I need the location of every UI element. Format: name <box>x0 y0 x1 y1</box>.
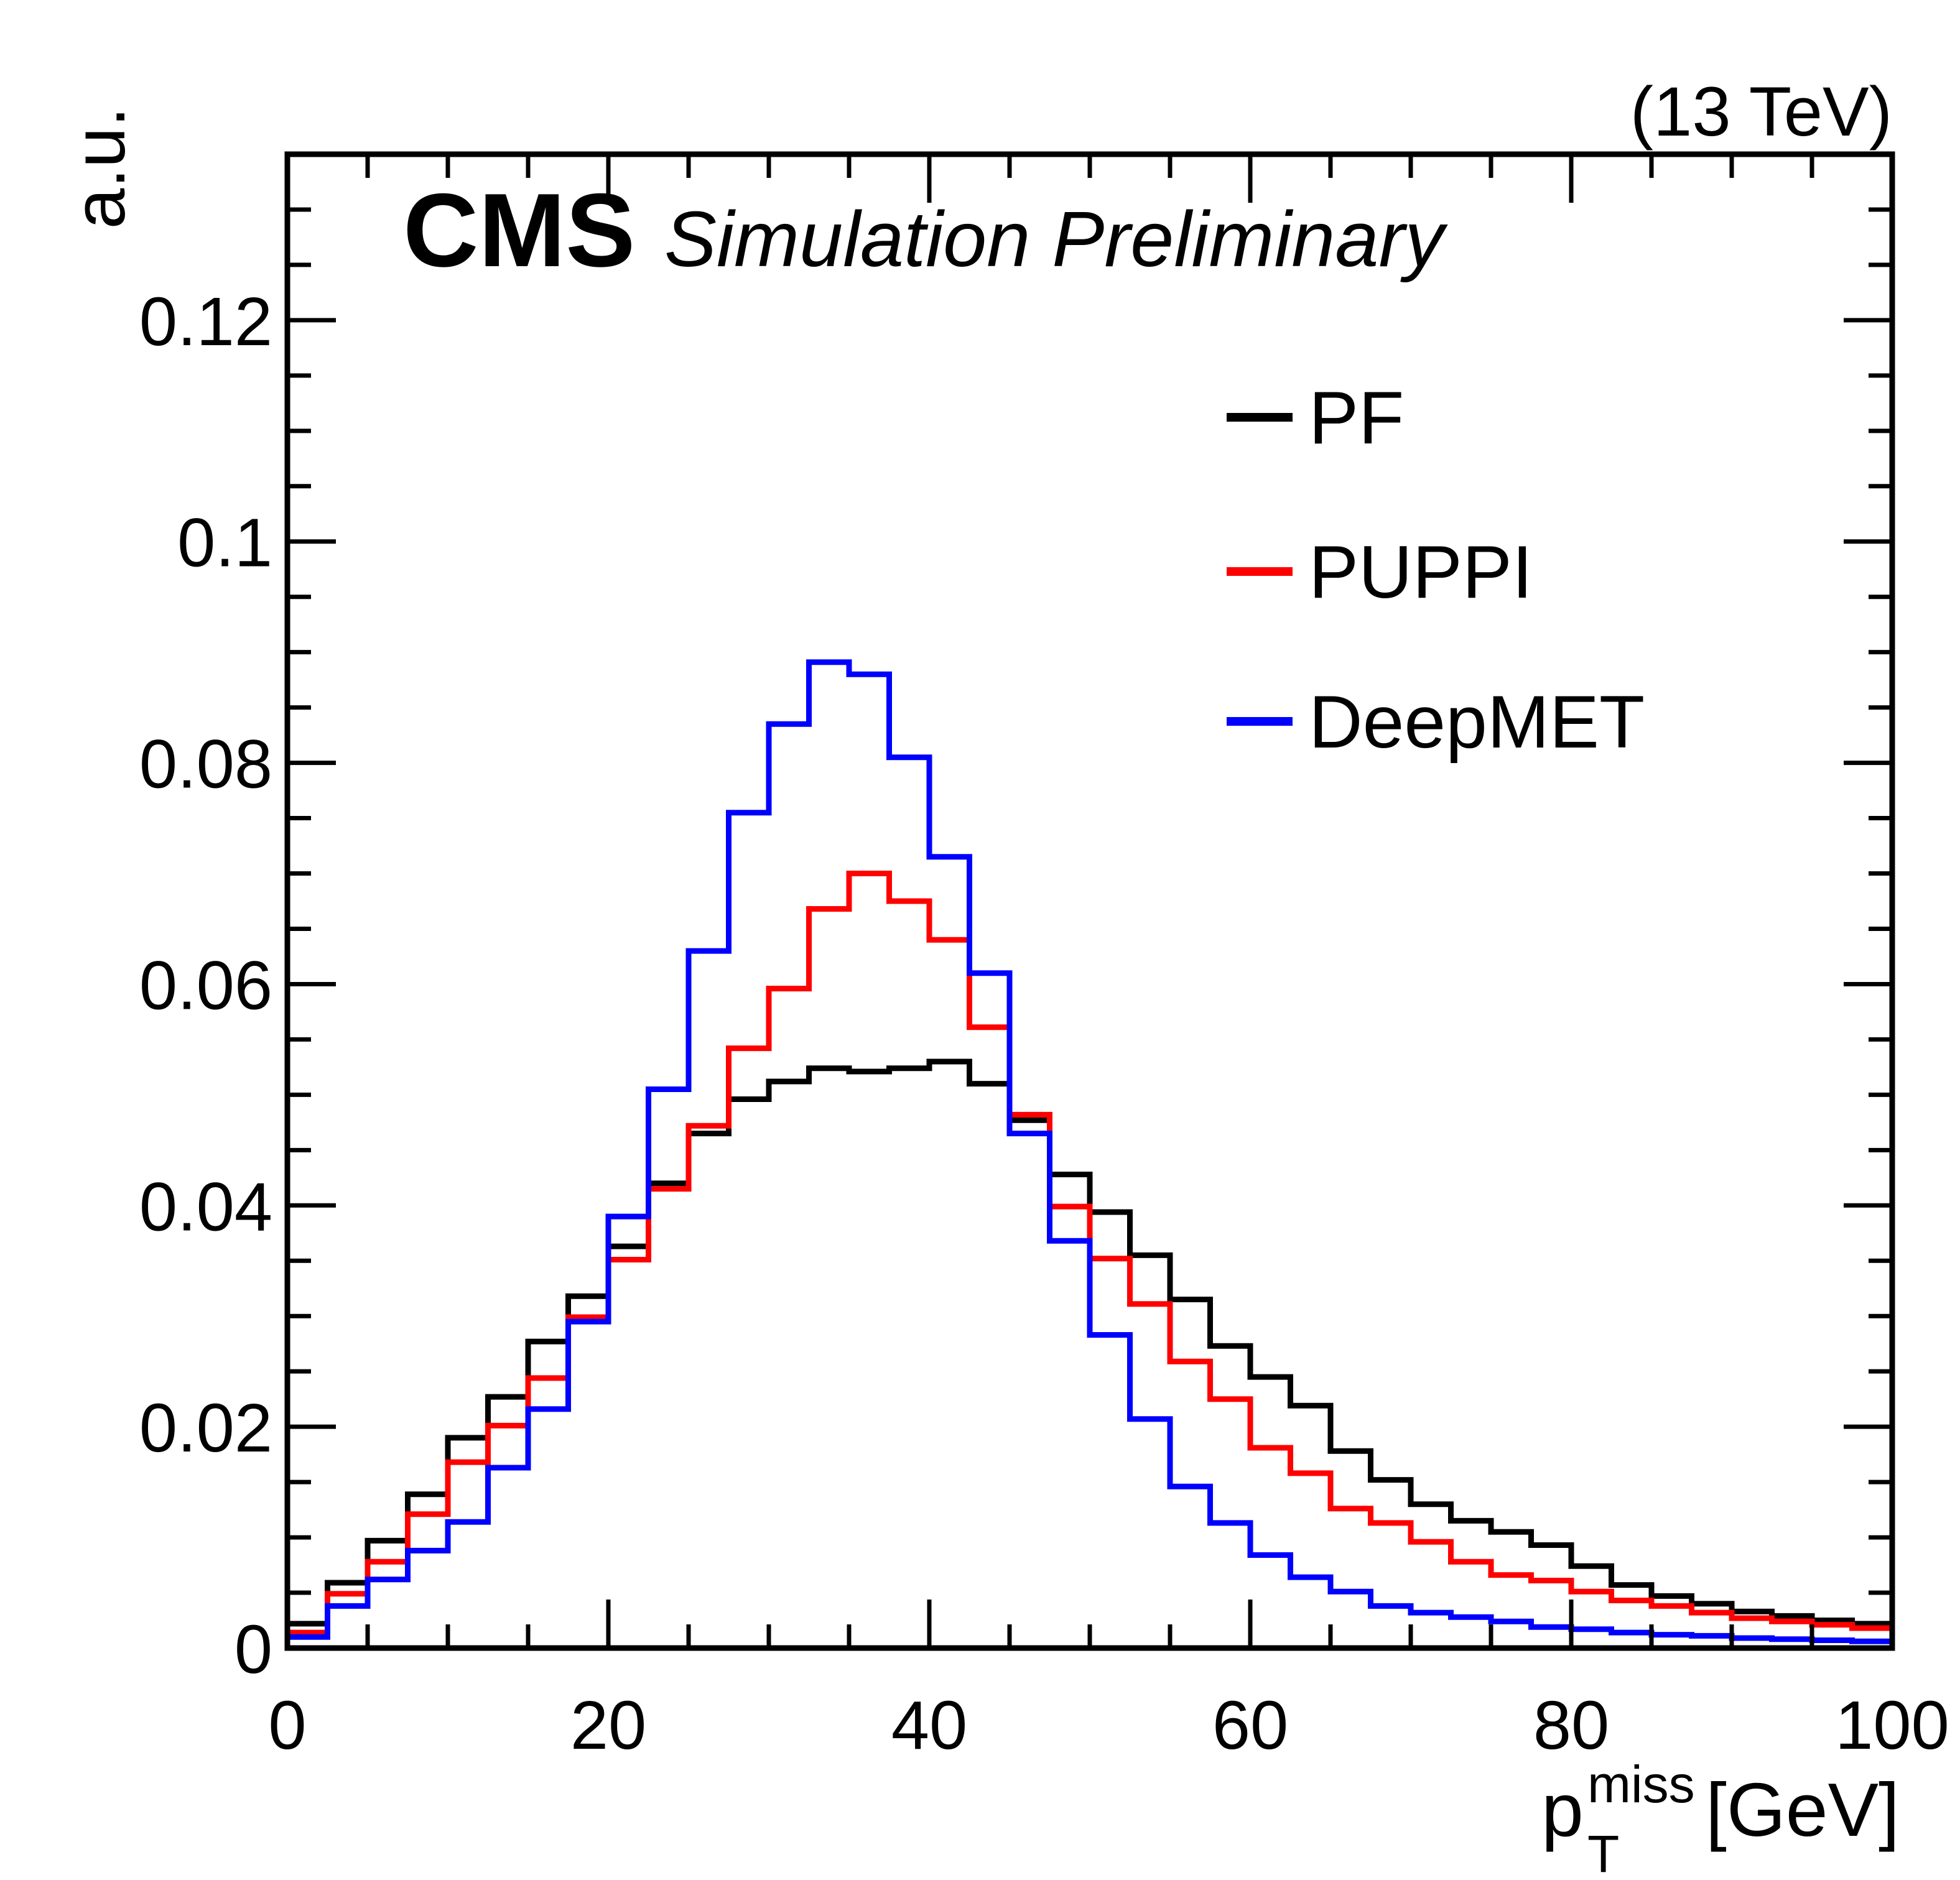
legend-pf-label: PF <box>1309 376 1404 460</box>
y-tick-label: 0.08 <box>139 726 272 803</box>
x-axis-title-superscript: miss <box>1587 1755 1695 1813</box>
y-tick-label: 0 <box>235 1611 272 1688</box>
legend-puppi-label: PUPPI <box>1309 530 1533 614</box>
y-tick-label: 0.02 <box>139 1390 272 1466</box>
x-axis-title-base: p <box>1541 1767 1584 1852</box>
cms-label: CMS <box>403 172 635 289</box>
legend: PF PUPPI DeepMET <box>1227 376 1645 764</box>
y-axis-title: a.u. <box>58 107 141 229</box>
axis-tick-labels: 0 20 40 60 80 100 0 0.02 0.04 0.06 0.08 0.1 0.12 <box>139 284 1949 1764</box>
legend-item-pf: PF <box>1227 376 1404 460</box>
y-tick-label: 0.06 <box>139 947 272 1024</box>
legend-deepmet-label: DeepMET <box>1309 680 1645 764</box>
pf-histogram-line <box>287 1058 1892 1627</box>
legend-item-deepmet: DeepMET <box>1227 680 1645 764</box>
simulation-preliminary-label: Simulation Preliminary <box>664 195 1448 283</box>
legend-item-puppi: PUPPI <box>1227 530 1533 614</box>
y-tick-label: 0.1 <box>177 505 272 581</box>
x-tick-label: 40 <box>891 1687 967 1764</box>
y-tick-label: 0.04 <box>139 1169 272 1245</box>
x-axis-title: p miss T [GeV] <box>1541 1755 1900 1880</box>
x-tick-label: 0 <box>268 1687 306 1764</box>
x-tick-label: 100 <box>1835 1687 1949 1764</box>
y-tick-label: 0.12 <box>139 284 272 360</box>
histogram-series <box>287 659 1892 1644</box>
x-tick-label: 20 <box>570 1687 646 1764</box>
axis-ticks <box>285 152 1895 1651</box>
x-axis-title-subscript: T <box>1587 1825 1619 1880</box>
x-tick-label: 60 <box>1212 1687 1288 1764</box>
x-tick-label: 80 <box>1533 1687 1609 1764</box>
x-axis-title-unit: [GeV] <box>1706 1767 1900 1852</box>
deepmet-histogram-line <box>287 659 1892 1644</box>
energy-label: (13 TeV) <box>1630 73 1892 150</box>
